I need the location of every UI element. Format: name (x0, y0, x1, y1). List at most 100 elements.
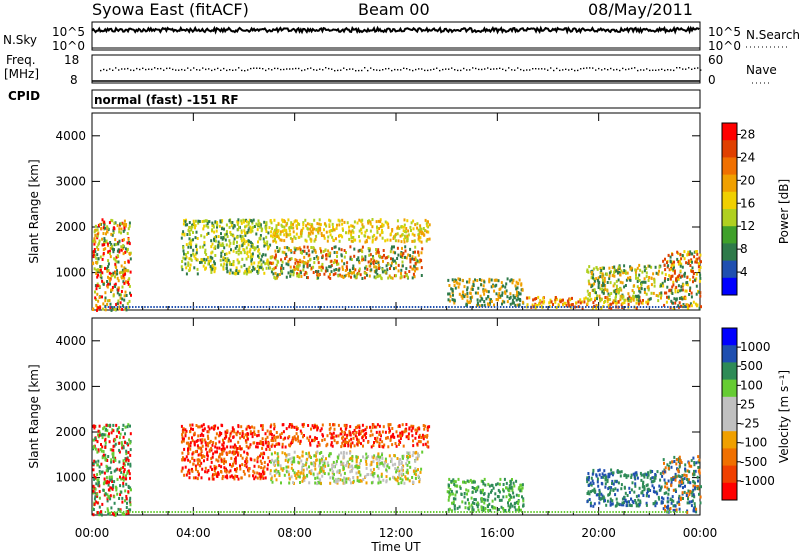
range-cell (700, 260, 702, 263)
range-cell (182, 467, 184, 470)
range-cell (332, 239, 334, 242)
range-cell (112, 424, 114, 427)
range-cell (121, 501, 123, 504)
range-cell (332, 477, 334, 480)
range-cell (206, 220, 208, 223)
range-cell (379, 255, 381, 258)
range-cell (201, 425, 203, 428)
range-cell (409, 248, 411, 251)
range-cell (483, 281, 485, 284)
range-cell (322, 455, 324, 458)
range-cell (257, 250, 259, 253)
range-cell (679, 301, 681, 304)
range-cell (251, 245, 253, 248)
range-cell (633, 284, 635, 287)
range-cell (225, 239, 227, 242)
range-cell (213, 226, 215, 229)
range-cell (119, 436, 121, 439)
range-cell (190, 306, 192, 308)
range-cell (392, 463, 394, 466)
range-cell (181, 268, 183, 271)
range-cell (361, 436, 363, 439)
range-cell (118, 460, 120, 463)
range-cell (418, 480, 420, 483)
range-cell (296, 274, 298, 277)
range-cell (300, 460, 302, 463)
range-cell (494, 279, 496, 282)
range-cell (318, 482, 320, 485)
range-cell (419, 227, 421, 230)
range-cell (426, 230, 428, 233)
range-cell (226, 252, 228, 255)
range-cell (623, 299, 625, 302)
range-cell (512, 281, 514, 284)
range-cell (387, 436, 389, 439)
range-cell (290, 237, 292, 240)
range-cell (561, 306, 563, 308)
range-cell (123, 223, 125, 226)
range-cell (419, 224, 421, 227)
range-cell (357, 222, 359, 225)
range-cell (246, 465, 248, 468)
range-cell (129, 222, 131, 225)
range-cell (306, 437, 308, 440)
range-cell (588, 282, 590, 285)
range-cell (123, 227, 125, 230)
freq-dot (604, 68, 605, 69)
range-cell (95, 261, 97, 264)
range-cell (113, 480, 115, 483)
range-cell (238, 306, 240, 308)
range-cell (108, 432, 110, 435)
range-cell (253, 477, 255, 480)
range-cell (198, 454, 200, 457)
range-cell (409, 466, 411, 469)
range-cell (360, 442, 362, 445)
range-cell (252, 435, 254, 438)
range-cell (236, 251, 238, 254)
range-cell (510, 487, 512, 490)
range-cell (111, 476, 113, 479)
range-cell (482, 482, 484, 485)
range-cell (114, 470, 116, 473)
range-cell (260, 306, 262, 308)
range-cell (338, 424, 340, 427)
range-cell (123, 299, 125, 302)
range-cell (263, 245, 265, 248)
range-cell (263, 261, 265, 264)
range-cell (386, 264, 388, 267)
range-cell (646, 275, 648, 278)
range-cell (306, 240, 308, 243)
range-cell (201, 456, 203, 459)
range-cell (346, 452, 348, 455)
range-cell (369, 306, 371, 308)
range-cell (379, 220, 381, 223)
range-cell (181, 237, 183, 240)
range-cell (355, 434, 357, 437)
range-cell (555, 296, 557, 299)
range-cell (235, 269, 237, 272)
range-cell (491, 489, 493, 492)
range-cell (234, 237, 236, 240)
range-cell (596, 297, 598, 300)
range-cell (680, 265, 682, 268)
range-cell (519, 489, 521, 492)
range-cell (638, 264, 640, 267)
range-cell (197, 470, 199, 473)
freq-dot (241, 70, 242, 71)
range-cell (575, 301, 577, 304)
range-cell (483, 502, 485, 505)
range-cell (633, 296, 635, 299)
range-cell (220, 263, 222, 266)
range-cell (218, 440, 220, 443)
range-cell (344, 444, 346, 447)
range-cell (190, 254, 192, 257)
range-cell (296, 432, 298, 435)
range-cell (350, 276, 352, 279)
range-cell (325, 248, 327, 251)
range-cell (219, 219, 221, 222)
range-cell (129, 225, 131, 228)
range-cell (275, 460, 277, 463)
range-cell (237, 218, 239, 221)
range-cell (668, 254, 670, 257)
range-cell (469, 301, 471, 304)
